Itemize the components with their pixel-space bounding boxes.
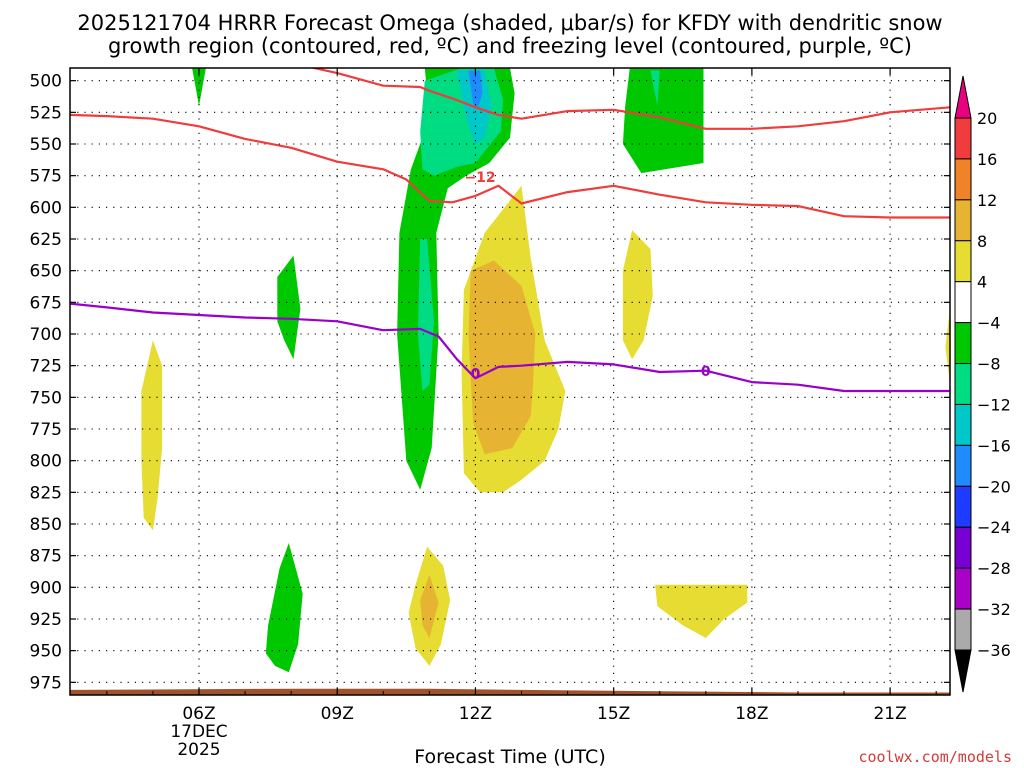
- colorbar-bottom-triangle: [954, 649, 972, 693]
- y-tick-label-950: 950: [30, 642, 62, 662]
- omega-region-7: [650, 70, 660, 106]
- contour-layer: [70, 68, 950, 393]
- colorbar-label-3: 8: [977, 232, 987, 251]
- colorbar-box-6: [954, 363, 972, 405]
- x-tick-year: 2025: [177, 740, 220, 760]
- contour-line-0: [309, 68, 950, 130]
- colorbar-label-6: −8: [977, 355, 1001, 374]
- y-tick-label-625: 625: [30, 230, 62, 250]
- contour-label-1: −12: [464, 170, 495, 186]
- contour-label-2: 0: [471, 366, 481, 382]
- x-tick-label-15Z: 15Z: [597, 704, 630, 724]
- colorbar-box-12: [954, 608, 972, 651]
- colorbar-label-13: −36: [977, 641, 1011, 660]
- omega-region-8: [277, 255, 301, 360]
- y-tick-label-650: 650: [30, 262, 62, 282]
- colorbar-box-1: [954, 158, 972, 201]
- x-tick-label-12Z: 12Z: [459, 704, 492, 724]
- omega-region-16: [655, 584, 748, 638]
- x-tick-label-18Z: 18Z: [735, 704, 768, 724]
- contour-label-freezing-2: 0: [701, 364, 711, 380]
- grid-layer: [70, 68, 950, 695]
- colorbar-label-9: −20: [977, 477, 1011, 496]
- y-tick-label-900: 900: [30, 578, 62, 598]
- colorbar-label-0: 20: [977, 109, 997, 128]
- omega-region-11: [468, 260, 536, 455]
- omega-region-0: [192, 68, 206, 106]
- omega-region-4: [468, 70, 483, 109]
- colorbar-label-1: 16: [977, 150, 997, 169]
- colorbar-box-8: [954, 444, 972, 487]
- omega-region-9: [265, 543, 303, 673]
- colorbar-label-10: −24: [977, 518, 1011, 537]
- y-tick-label-600: 600: [30, 198, 62, 218]
- colorbar-box-11: [954, 567, 972, 610]
- y-tick-label-775: 775: [30, 420, 62, 440]
- x-tick-label-09Z: 09Z: [321, 704, 354, 724]
- y-tick-label-975: 975: [30, 673, 62, 693]
- plot-frame: [69, 67, 951, 696]
- x-tick-date: 17DEC: [170, 722, 227, 742]
- colorbar-box-2: [954, 199, 972, 242]
- chart-title-line-1: 2025121704 HRRR Forecast Omega (shaded, …: [77, 11, 942, 35]
- y-tick-label-725: 725: [30, 357, 62, 377]
- colorbar-box-5: [954, 322, 972, 365]
- colorbar-label-5: −4: [977, 314, 1001, 333]
- y-tick-label-925: 925: [30, 610, 62, 630]
- colorbar-top-triangle: [954, 75, 972, 119]
- colorbar-label-2: 12: [977, 191, 997, 210]
- colorbar-box-0: [954, 117, 972, 160]
- omega-region-6: [622, 68, 704, 174]
- y-tick-label-875: 875: [30, 547, 62, 567]
- colorbar-label-11: −28: [977, 559, 1011, 578]
- y-tick-label-500: 500: [30, 72, 62, 92]
- colorbar: 20 16 12 8 4 −4 −8 −12 −16 −20 −24 −28 −32 −36: [954, 75, 1011, 693]
- credit-text: coolwx.com/models: [858, 748, 1012, 766]
- omega-region-5: [417, 239, 434, 391]
- x-tick-label-06Z: 06Z: [182, 704, 215, 724]
- y-tick-label-675: 675: [30, 293, 62, 313]
- colorbar-label-12: −32: [977, 600, 1011, 619]
- y-tick-label-575: 575: [30, 167, 62, 187]
- colorbar-label-4: 4: [977, 273, 987, 292]
- colorbar-label-8: −16: [977, 436, 1011, 455]
- colorbar-box-9: [954, 485, 972, 528]
- omega-region-13: [622, 230, 653, 360]
- colorbar-box-4: [954, 281, 972, 324]
- y-tick-label-850: 850: [30, 515, 62, 535]
- terrain-strip: [70, 688, 950, 695]
- contour-line-2: [70, 302, 950, 393]
- y-tick-label-800: 800: [30, 452, 62, 472]
- omega-region-15: [420, 574, 439, 638]
- colorbar-box-7: [954, 403, 972, 446]
- y-tick-label-825: 825: [30, 483, 62, 503]
- y-tick-label-525: 525: [30, 103, 62, 123]
- colorbar-label-7: −12: [977, 395, 1011, 414]
- terrain-layer: [70, 688, 950, 695]
- y-axis: 500 525 550 575 600 625 650 675 700 725 750 775 800 8…: [30, 72, 950, 693]
- y-tick-label-750: 750: [30, 388, 62, 408]
- omega-shading-layer: [141, 68, 950, 673]
- x-tick-label-21Z: 21Z: [873, 704, 906, 724]
- y-tick-label-700: 700: [30, 325, 62, 345]
- omega-region-12: [141, 340, 163, 531]
- contour-line-1: [70, 113, 950, 219]
- contour-label-layer: −12 0 0: [464, 170, 710, 382]
- y-tick-label-550: 550: [30, 135, 62, 155]
- x-axis-label: Forecast Time (UTC): [414, 746, 605, 768]
- chart-title-line-2: growth region (contoured, red, ºC) and f…: [108, 34, 912, 58]
- colorbar-box-10: [954, 526, 972, 569]
- colorbar-box-3: [954, 240, 972, 283]
